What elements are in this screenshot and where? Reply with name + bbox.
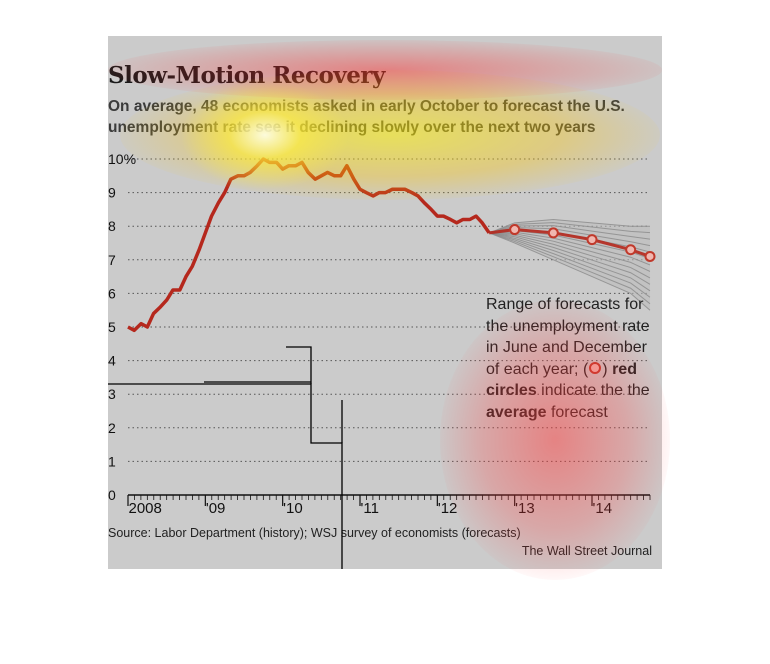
forecast-range-band [489, 219, 650, 311]
forecast-line [488, 222, 651, 234]
y-tick-label: 4 [108, 353, 116, 369]
forecast-line [489, 232, 651, 272]
annotation-text-3: forecast [546, 403, 608, 421]
x-tick-label: '14 [593, 500, 613, 517]
forecast-annotation: Range of forecasts for the unemployment … [486, 296, 650, 421]
forecast-line [488, 232, 651, 305]
y-tick-label: 0 [108, 487, 116, 503]
x-tick-label: '12 [438, 500, 458, 517]
credit-line: The Wall Street Journal [521, 544, 652, 558]
y-tick-label: 8 [108, 218, 116, 234]
y-tick-label: 3 [108, 386, 116, 402]
x-tick-label: '09 [206, 500, 226, 517]
x-tick-label: '10 [283, 500, 303, 517]
annotation-bold-2: average [486, 403, 547, 421]
average-point [547, 227, 559, 239]
source-note: Source: Labor Department (history); WSJ … [108, 526, 521, 540]
annotation-text-2: indicate the the [536, 382, 650, 399]
forecast-line [489, 232, 651, 279]
forecast-line [488, 232, 651, 311]
history-series [127, 157, 491, 333]
y-tick-label: 10% [108, 151, 136, 167]
average-point [644, 250, 656, 262]
y-tick-label: 2 [108, 420, 116, 436]
red-circle-icon [589, 361, 602, 374]
history-line [127, 157, 491, 333]
x-tick-label: '11 [361, 500, 379, 517]
y-tick-label: 5 [108, 319, 116, 335]
average-point [625, 244, 637, 256]
x-tick-label: '13 [515, 500, 535, 517]
x-tick-label: 2008 [129, 500, 162, 517]
y-tick-label: 1 [108, 453, 116, 469]
forecast-line [489, 232, 651, 292]
y-tick-label: 7 [108, 252, 116, 268]
y-tick-label: 6 [108, 285, 116, 301]
y-tick-label: 9 [108, 185, 116, 201]
forecast-line [489, 232, 651, 298]
average-forecast-series [488, 224, 656, 262]
average-point [509, 224, 521, 236]
chart-panel: Slow-Motion Recovery On average, 48 econ… [108, 36, 662, 569]
forecast-line [489, 232, 651, 285]
average-point [586, 234, 598, 246]
forecast-line [488, 218, 650, 234]
